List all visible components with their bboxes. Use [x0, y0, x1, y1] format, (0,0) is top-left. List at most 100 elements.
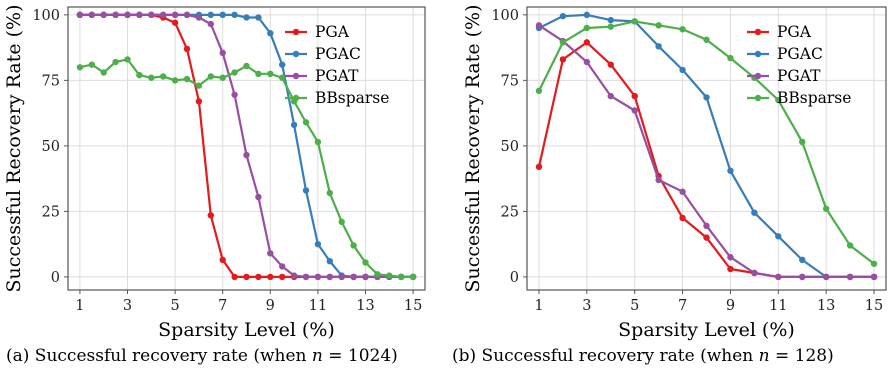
data-point-pgac — [279, 61, 286, 68]
x-tick-label: 13 — [817, 298, 835, 314]
data-point-bbsparse — [775, 96, 782, 104]
data-point-pga — [171, 19, 179, 26]
legend-label: PGAT — [315, 67, 359, 85]
data-point-bbsparse — [100, 69, 107, 76]
data-point-pgat — [290, 272, 298, 279]
data-point-bbsparse — [655, 22, 662, 29]
data-point-pgat — [326, 273, 333, 281]
x-tick-label: 1 — [75, 298, 84, 314]
data-point-pgat — [679, 188, 686, 195]
data-point-pgac — [207, 11, 214, 19]
data-point-pgac — [679, 66, 686, 74]
data-point-pgac — [302, 187, 310, 194]
data-point-pgat — [267, 250, 274, 257]
data-point-pga — [183, 45, 191, 53]
data-point-bbsparse — [302, 119, 310, 126]
y-tick-label: 50 — [42, 139, 60, 155]
data-point-bbsparse — [326, 189, 333, 197]
x-tick-label: 9 — [726, 298, 735, 314]
caption-a-variable: n — [311, 346, 323, 366]
legend-label: PGAC — [777, 45, 823, 63]
x-tick-label: 3 — [582, 298, 591, 314]
data-point-pga — [207, 212, 214, 219]
x-tick-label: 11 — [769, 298, 787, 314]
series-bbsparse — [535, 18, 878, 267]
data-point-pgat — [751, 269, 758, 277]
legend: PGA PGAC PGAT BBsparse — [285, 23, 389, 107]
data-point-bbsparse — [398, 273, 405, 281]
data-point-pga — [559, 56, 567, 63]
data-point-pgac — [326, 257, 333, 265]
plot-frame — [526, 6, 887, 291]
data-point-pgat — [775, 273, 782, 281]
data-point-pga — [219, 256, 226, 264]
data-point-pga — [255, 273, 262, 281]
data-point-bbsparse — [386, 272, 393, 279]
data-point-pga — [267, 273, 274, 281]
data-point-pga — [231, 273, 238, 281]
data-point-bbsparse — [243, 62, 250, 70]
legend-marker — [292, 72, 300, 80]
x-axis-title: Sparsity Level (%) — [618, 319, 795, 341]
x-tick-label: 15 — [404, 298, 422, 314]
data-point-bbsparse — [279, 74, 286, 81]
legend: PGA PGAC PGAT BBsparse — [747, 23, 851, 107]
data-point-pgat — [655, 176, 662, 184]
data-point-pgat — [799, 273, 806, 281]
caption-a-label: (a) Successful recovery rate (when — [6, 346, 307, 366]
data-point-bbsparse — [409, 273, 417, 281]
data-point-pga — [607, 61, 614, 68]
data-point-pgac — [314, 240, 322, 248]
y-tick-label: 0 — [510, 270, 519, 286]
caption-b-value: = 128) — [774, 346, 834, 366]
x-tick-label: 5 — [630, 298, 639, 314]
data-point-pgat — [279, 263, 286, 270]
data-point-pgac — [255, 14, 262, 21]
data-point-bbsparse — [183, 75, 191, 83]
data-point-pgat — [607, 92, 614, 100]
data-point-pgat — [100, 11, 107, 19]
data-point-bbsparse — [76, 64, 84, 71]
data-point-pgat — [350, 273, 357, 281]
data-point-pgac — [751, 209, 758, 216]
data-point-pgat — [112, 11, 119, 19]
data-point-bbsparse — [267, 70, 274, 78]
data-point-pgac — [607, 16, 614, 24]
data-point-pgat — [631, 107, 638, 114]
data-point-pgac — [243, 14, 250, 21]
legend-label: BBsparse — [777, 89, 851, 107]
data-point-bbsparse — [112, 58, 119, 66]
y-tick-label: 25 — [501, 204, 519, 220]
data-point-pgat — [727, 254, 734, 261]
data-point-pgac — [799, 256, 806, 264]
data-point-pgat — [160, 11, 167, 19]
data-point-pgat — [231, 91, 238, 98]
data-point-pgac — [559, 12, 567, 20]
series-bbsparse — [76, 56, 417, 281]
data-point-pgat — [183, 11, 191, 19]
x-tick-label: 3 — [123, 298, 132, 314]
data-point-pgat — [583, 58, 591, 66]
legend-label: PGA — [315, 23, 350, 41]
legend-marker — [754, 94, 762, 102]
data-point-pgat — [207, 20, 214, 28]
data-point-bbsparse — [362, 259, 369, 266]
data-point-bbsparse — [799, 138, 806, 146]
data-point-bbsparse — [124, 56, 131, 63]
data-point-pgat — [195, 14, 203, 21]
data-point-pgat — [124, 11, 131, 19]
data-point-pgac — [267, 30, 274, 37]
data-point-bbsparse — [870, 260, 878, 267]
x-tick-label: 9 — [266, 298, 275, 314]
y-tick-label: 50 — [501, 139, 519, 155]
caption-b-label: (b) Successful recovery rate (when — [452, 346, 754, 366]
data-point-pgat — [314, 273, 322, 281]
x-tick-label: 13 — [356, 298, 374, 314]
x-tick-label: 5 — [170, 298, 179, 314]
data-point-bbsparse — [231, 69, 238, 76]
data-point-bbsparse — [160, 73, 167, 80]
legend-label: PGAT — [777, 67, 821, 85]
data-point-bbsparse — [846, 242, 854, 249]
data-point-pgac — [219, 11, 226, 19]
